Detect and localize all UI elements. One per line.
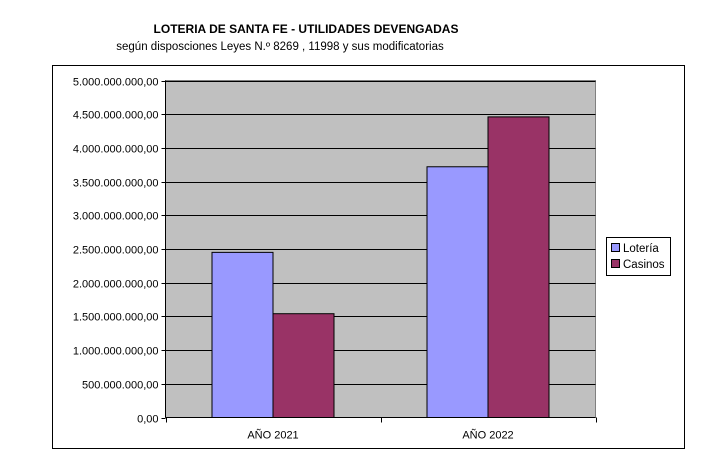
y-tick-label: 0,00 xyxy=(137,414,158,426)
y-tick-label: 2.500.000.000,00 xyxy=(73,245,159,257)
y-axis-ticks: 0,00 500.000.000,00 1.000.000.000,00 1.500.… xyxy=(73,77,166,426)
y-tick-label: 1.000.000.000,00 xyxy=(73,346,159,358)
bar-casinos-2 xyxy=(487,116,550,419)
chart-title: LOTERIA DE SANTA FE - UTILIDADES DEVENGA… xyxy=(153,22,459,36)
y-tick-label: 3.000.000.000,00 xyxy=(73,211,159,223)
y-tick-label: 4.500.000.000,00 xyxy=(73,110,159,122)
legend-swatch-casinos xyxy=(611,259,620,268)
y-tick-label: 500.000.000,00 xyxy=(82,380,158,392)
y-tick-label: 4.000.000.000,00 xyxy=(73,144,159,156)
legend-label-casinos: Casinos xyxy=(623,259,665,271)
x-tick-label: AÑO 2022 xyxy=(462,429,513,442)
y-tick-label: 5.000.000.000,00 xyxy=(73,77,159,89)
x-axis-ticks: AÑO 2021 AÑO 2022 xyxy=(166,417,597,442)
bar-lotería-2 xyxy=(426,166,489,418)
chart-subtitle: según disposciones Leyes N.º 8269 , 1199… xyxy=(116,41,444,53)
y-tick-label: 3.500.000.000,00 xyxy=(73,178,159,190)
legend-label-lotería: Lotería xyxy=(623,243,659,255)
legend: Lotería Casinos xyxy=(606,237,671,276)
bar-casinos-1 xyxy=(272,313,335,419)
bar-lotería-1 xyxy=(211,251,274,418)
y-tick-label: 2.000.000.000,00 xyxy=(73,279,159,291)
y-tick-label: 1.500.000.000,00 xyxy=(73,312,159,324)
x-tick-label: AÑO 2021 xyxy=(247,429,298,442)
legend-swatch-lotería xyxy=(611,243,620,252)
bars xyxy=(211,116,550,419)
